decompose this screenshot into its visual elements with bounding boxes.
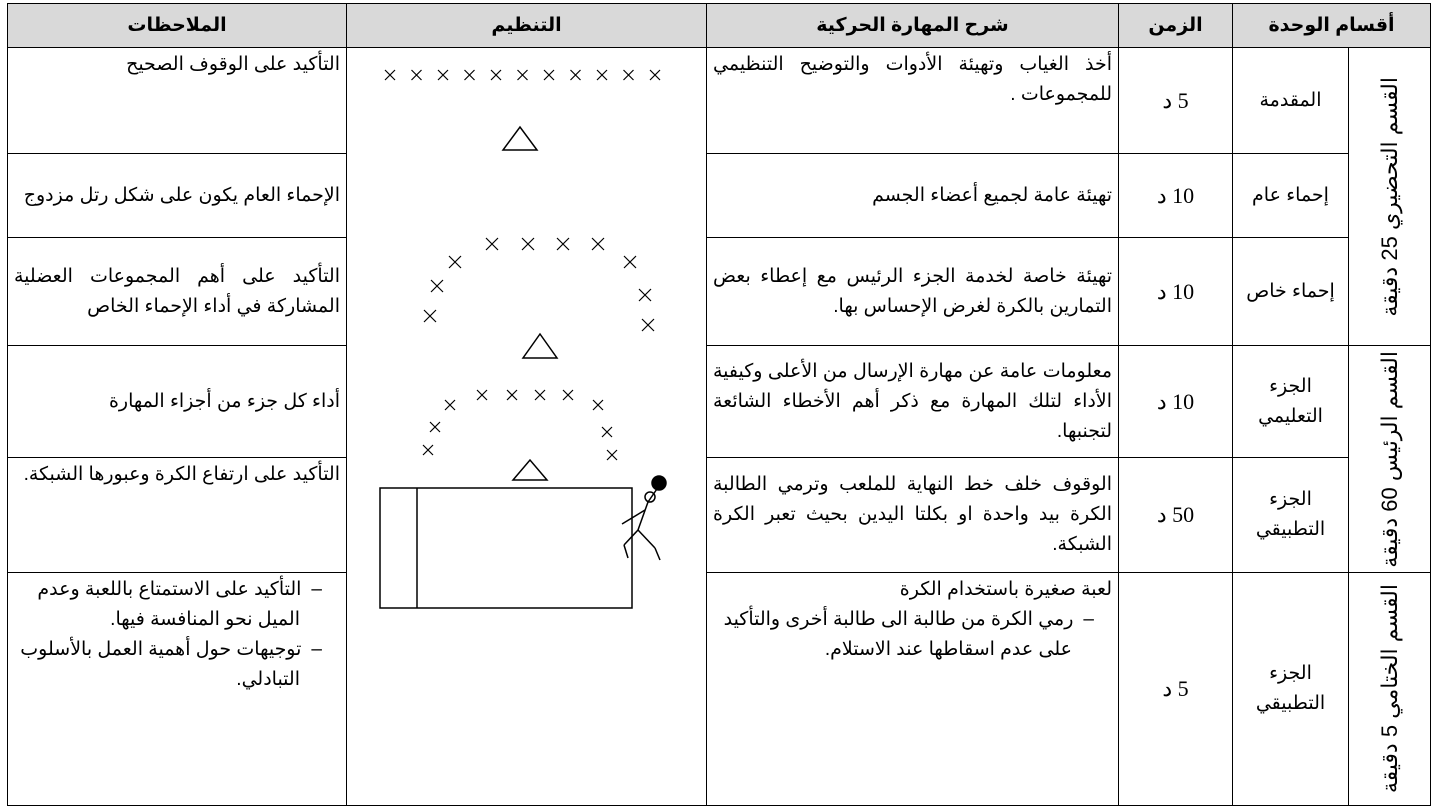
section-cell: القسم التحضيري 25 دقيقة — [1348, 47, 1432, 346]
row: الجزء التطبيقي 50 د الوقوف خلف خط النهاي… — [7, 457, 1431, 573]
explanation: تهيئة خاصة لخدمة الجزء الرئيس مع إعطاء ب… — [706, 237, 1119, 346]
notes: أداء كل جزء من أجزاء المهارة — [7, 345, 347, 458]
list-item: رمي الكرة من طالبة الى طالبة أخرى والتأك… — [713, 605, 1094, 665]
part: المقدمة — [1231, 47, 1350, 154]
header-row: أقسام الوحدة الزمن شرح المهارة الحركية ا… — [7, 3, 1432, 48]
explanation: معلومات عامة عن مهارة الإرسال من الأعلى … — [706, 345, 1119, 458]
time: 5 د — [1118, 47, 1233, 154]
row: القسم الختامي 5 دقيقة الجزء التطبيقي 5 د… — [7, 572, 1432, 806]
organization — [346, 47, 707, 806]
explanation-list: رمي الكرة من طالبة الى طالبة أخرى والتأك… — [713, 605, 1112, 665]
notes: التأكيد على أهم المجموعات العضلية المشار… — [7, 237, 347, 346]
part: الجزء التطبيقي — [1231, 457, 1350, 573]
section-label: القسم التحضيري 25 دقيقة — [1376, 76, 1402, 317]
time: 10 د — [1118, 345, 1233, 458]
explanation: أخذ الغياب وتهيئة الأدوات والتوضيح التنظ… — [706, 47, 1119, 154]
notes: الإحماء العام يكون على شكل رتل مزدوج — [7, 153, 347, 238]
explanation-intro: لعبة صغيرة باستخدام الكرة — [899, 579, 1112, 600]
row: إحماء خاص 10 د تهيئة خاصة لخدمة الجزء ال… — [7, 237, 1431, 346]
explanation: تهيئة عامة لجميع أعضاء الجسم — [706, 153, 1119, 238]
header: التنظيم — [346, 3, 707, 48]
header: أقسام الوحدة — [1231, 3, 1432, 48]
section-cell: القسم الرئيس 60 دقيقة — [1348, 345, 1432, 573]
time: 50 د — [1118, 457, 1233, 573]
section-label: القسم الرئيس 60 دقيقة — [1376, 350, 1402, 568]
time: 10 د — [1118, 153, 1233, 238]
list-item: توجيهات حول أهمية العمل بالأسلوب التبادل… — [14, 635, 322, 695]
part: الجزء التطبيقي — [1231, 572, 1350, 806]
notes: التأكيد على الوقوف الصحيح — [7, 47, 347, 154]
notes: التأكيد على الاستمتاع باللعبة وعدم الميل… — [7, 572, 347, 806]
explanation: لعبة صغيرة باستخدام الكرة رمي الكرة من ط… — [706, 572, 1119, 806]
section-label: القسم الختامي 5 دقيقة — [1376, 584, 1402, 794]
part: إحماء عام — [1231, 153, 1350, 238]
row: القسم الرئيس 60 دقيقة الجزء التعليمي 10 … — [7, 345, 1432, 573]
notes-list: التأكيد على الاستمتاع باللعبة وعدم الميل… — [14, 575, 340, 695]
header: الزمن — [1118, 3, 1233, 48]
explanation: الوقوف خلف خط النهاية للملعب وترمي الطال… — [706, 457, 1119, 573]
part: إحماء خاص — [1231, 237, 1350, 346]
section-cell: القسم الختامي 5 دقيقة — [1348, 572, 1432, 806]
time: 5 د — [1118, 572, 1233, 806]
list-item: التأكيد على الاستمتاع باللعبة وعدم الميل… — [14, 575, 322, 635]
row: القسم التحضيري 25 دقيقة المقدمة 5 د أخذ … — [7, 47, 1432, 806]
row: إحماء عام 10 د تهيئة عامة لجميع أعضاء ال… — [7, 153, 1431, 238]
part: الجزء التعليمي — [1231, 345, 1350, 458]
header: شرح المهارة الحركية — [706, 3, 1119, 48]
time: 10 د — [1118, 237, 1233, 346]
lesson-table: أقسام الوحدة الزمن شرح المهارة الحركية ا… — [7, 3, 1432, 806]
notes: التأكيد على ارتفاع الكرة وعبورها الشبكة. — [7, 457, 347, 573]
header: الملاحظات — [7, 3, 347, 48]
